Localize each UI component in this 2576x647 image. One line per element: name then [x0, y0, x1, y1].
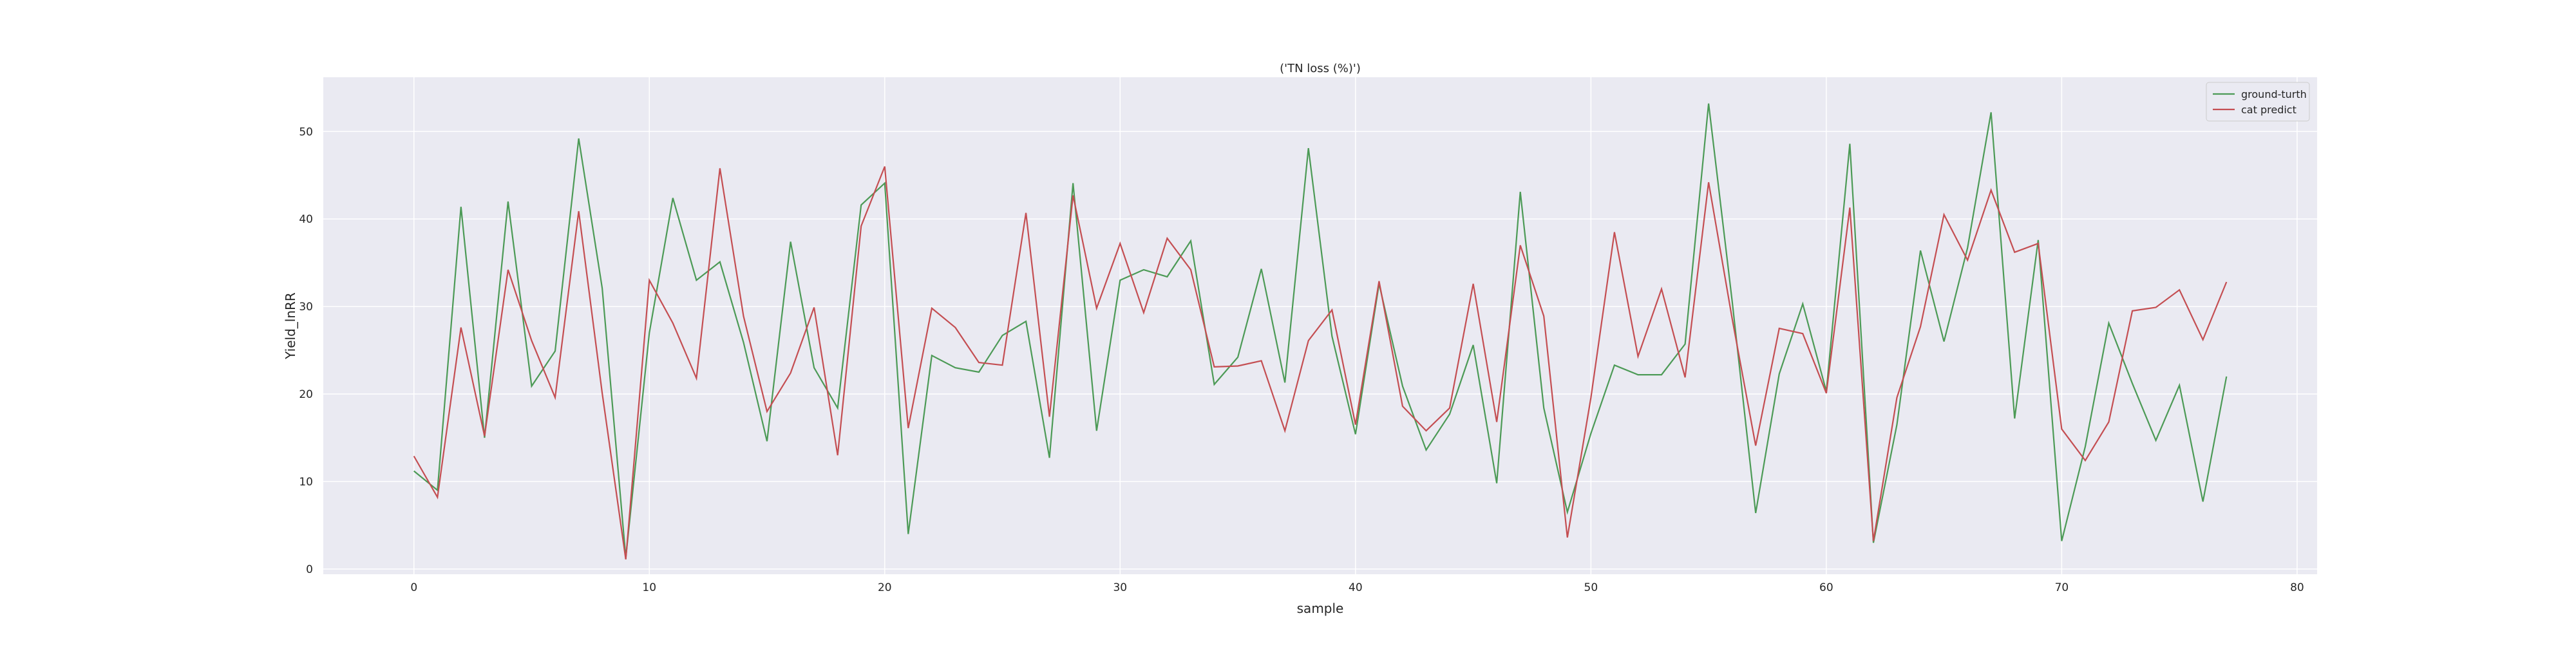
x-tick-label: 40: [1349, 581, 1363, 594]
y-tick-label: 30: [299, 301, 313, 314]
legend-label: cat predict: [2241, 104, 2297, 116]
x-tick-label: 60: [1819, 581, 1833, 594]
y-tick-label: 20: [299, 388, 313, 401]
x-tick-label: 30: [1113, 581, 1127, 594]
y-axis-label: Yield_lnRR: [283, 292, 298, 360]
x-axis-label: sample: [1297, 601, 1344, 616]
y-tick-label: 50: [299, 126, 313, 138]
y-tick-label: 0: [306, 563, 313, 576]
x-tick-label: 50: [1584, 581, 1598, 594]
legend-label: ground-turth: [2241, 88, 2307, 100]
x-tick-label: 20: [878, 581, 892, 594]
chart-title: ('TN loss (%)'): [1280, 62, 1361, 75]
legend: ground-turth cat predict: [2206, 82, 2309, 121]
x-tick-label: 80: [2290, 581, 2304, 594]
x-tick-label: 10: [642, 581, 656, 594]
y-tick-label: 10: [299, 476, 313, 489]
x-tick-label: 0: [410, 581, 417, 594]
y-tick-label: 40: [299, 213, 313, 226]
x-tick-label: 70: [2055, 581, 2069, 594]
